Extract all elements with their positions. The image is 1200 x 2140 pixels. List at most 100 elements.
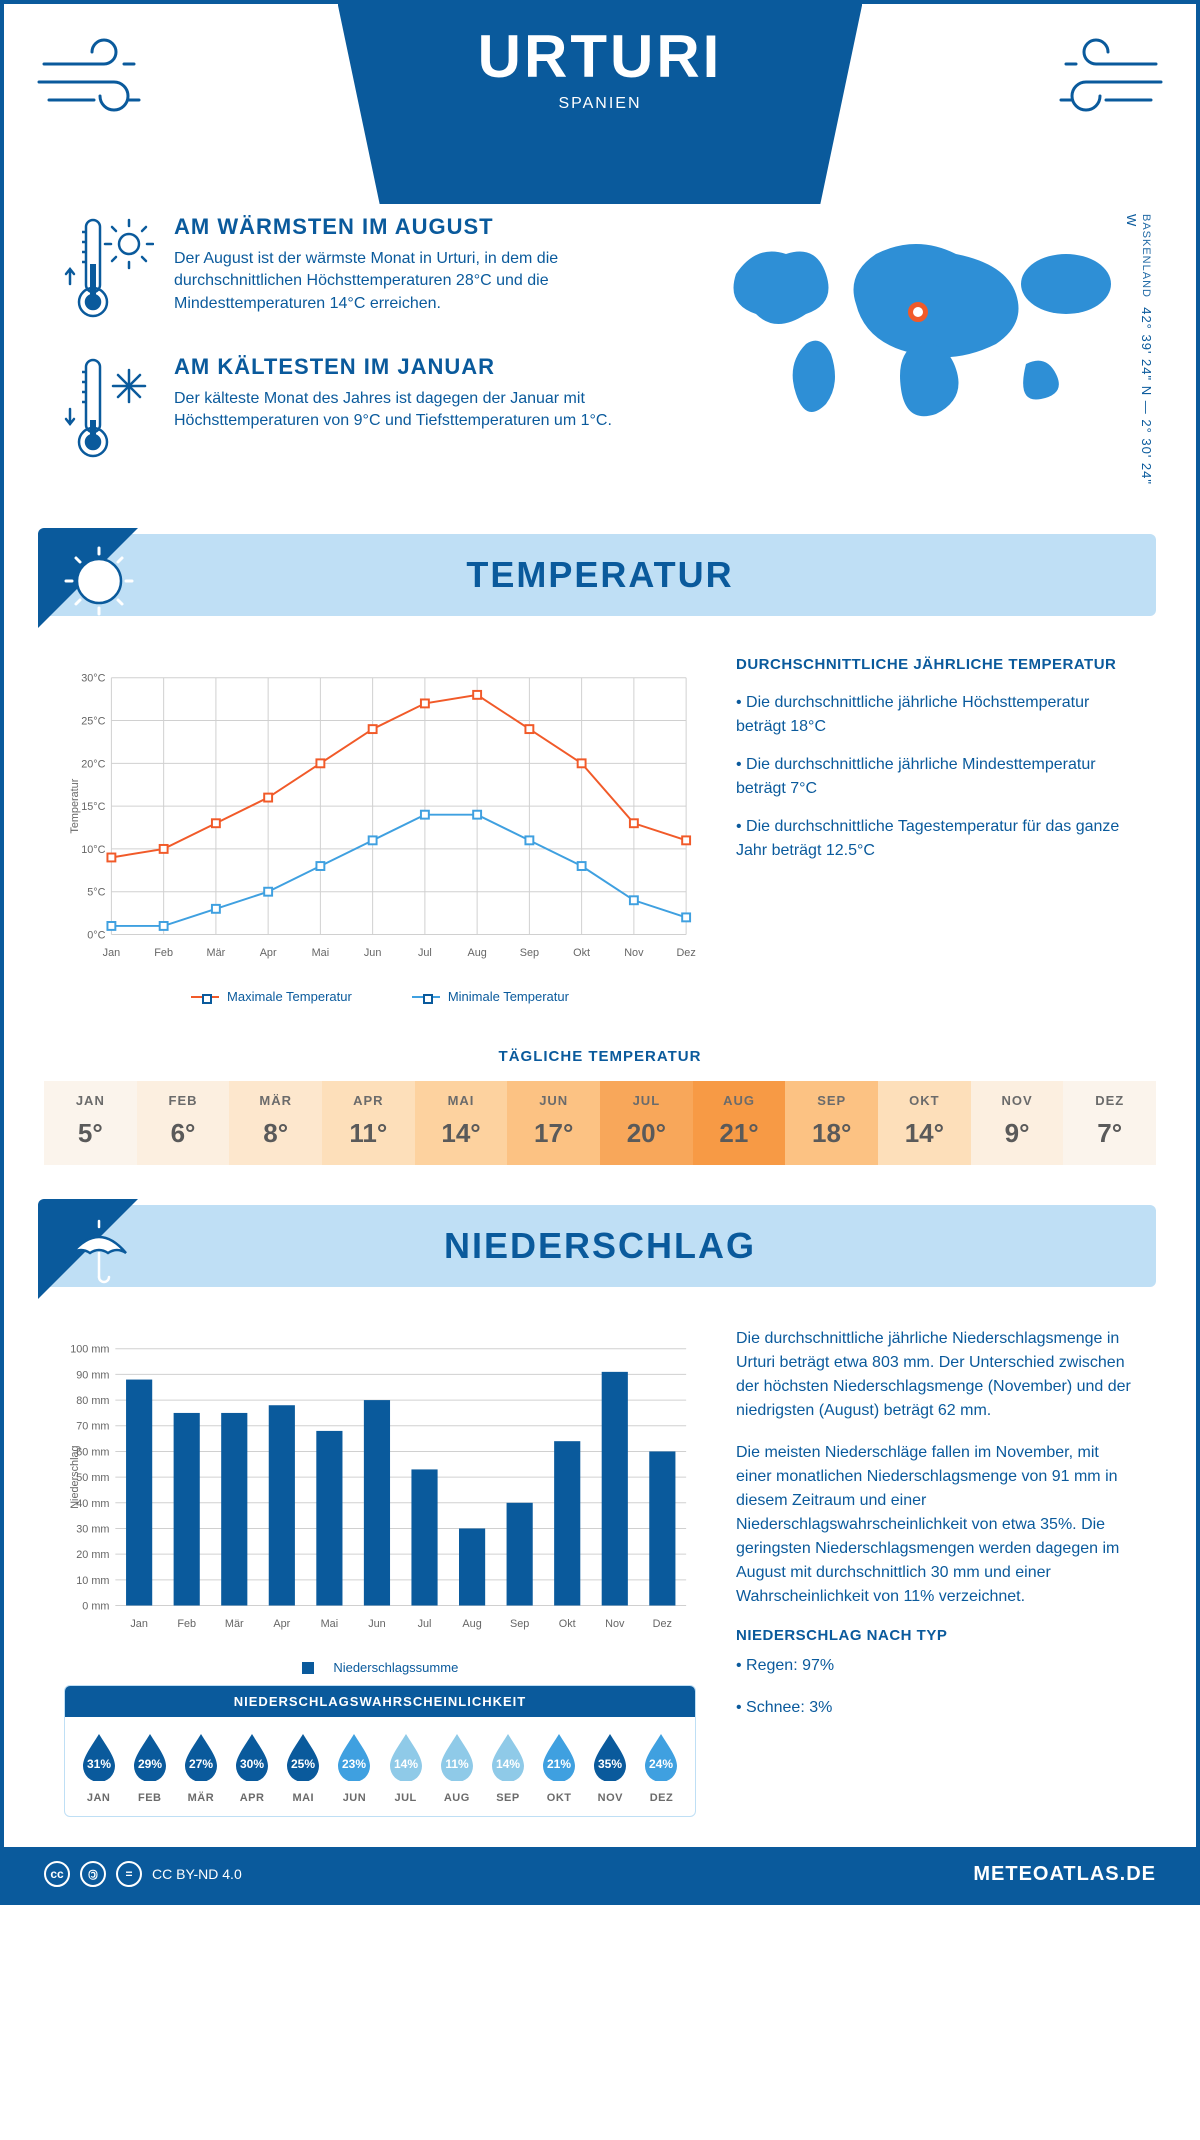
header: URTURI SPANIEN: [4, 4, 1196, 204]
svg-text:Sep: Sep: [510, 1618, 529, 1630]
svg-text:20°C: 20°C: [81, 758, 105, 770]
daily-temp-cell: JUL20°: [600, 1081, 693, 1165]
svg-text:Nov: Nov: [605, 1618, 625, 1630]
probability-cell: 27% MÄR: [175, 1731, 226, 1804]
drop-icon: 25%: [283, 1731, 323, 1781]
svg-text:Mai: Mai: [312, 947, 330, 959]
probability-cell: 21% OKT: [534, 1731, 585, 1804]
temperature-heading: TEMPERATUR: [44, 554, 1156, 596]
precip-type-item: • Schnee: 3%: [736, 1696, 1136, 1720]
drop-icon: 11%: [437, 1731, 477, 1781]
drop-icon: 27%: [181, 1731, 221, 1781]
svg-text:Nov: Nov: [624, 947, 644, 959]
svg-text:50 mm: 50 mm: [76, 1472, 109, 1484]
svg-text:70 mm: 70 mm: [76, 1421, 109, 1433]
map-svg: [716, 214, 1136, 434]
probability-cell: 29% FEB: [124, 1731, 175, 1804]
wind-icon: [1046, 34, 1166, 134]
daily-temp-cell: OKT14°: [878, 1081, 971, 1165]
svg-text:20 mm: 20 mm: [76, 1549, 109, 1561]
map-pin-icon: [908, 302, 928, 322]
probability-cell: 35% NOV: [585, 1731, 636, 1804]
svg-text:Mär: Mär: [225, 1618, 244, 1630]
daily-temp-cell: AUG21°: [693, 1081, 786, 1165]
svg-text:30°C: 30°C: [81, 673, 105, 685]
precipitation-legend: Niederschlagssumme: [64, 1660, 696, 1675]
probability-cell: 11% AUG: [431, 1731, 482, 1804]
site-name: METEOATLAS.DE: [973, 1863, 1156, 1886]
svg-text:Okt: Okt: [573, 947, 590, 959]
precipitation-heading: NIEDERSCHLAG: [44, 1225, 1156, 1267]
title-banner: URTURI SPANIEN: [338, 4, 863, 204]
by-icon: 🄯: [80, 1861, 106, 1887]
svg-text:Jan: Jan: [103, 947, 121, 959]
daily-temp-cell: SEP18°: [785, 1081, 878, 1165]
drop-icon: 31%: [79, 1731, 119, 1781]
probability-cell: 30% APR: [227, 1731, 278, 1804]
svg-text:0 mm: 0 mm: [82, 1600, 109, 1612]
svg-text:Mai: Mai: [321, 1618, 339, 1630]
coldest-text: Der kälteste Monat des Jahres ist dagege…: [174, 388, 676, 433]
svg-text:Feb: Feb: [154, 947, 173, 959]
svg-text:11%: 11%: [445, 1757, 469, 1771]
svg-text:30 mm: 30 mm: [76, 1523, 109, 1535]
svg-text:100 mm: 100 mm: [70, 1344, 109, 1356]
svg-text:10°C: 10°C: [81, 844, 105, 856]
temperature-chart: 0°C5°C10°C15°C20°C25°C30°CJanFebMärAprMa…: [64, 656, 696, 976]
coldest-block: AM KÄLTESTEN IM JANUAR Der kälteste Mona…: [64, 354, 676, 464]
umbrella-icon: [62, 1215, 137, 1290]
footer: cc 🄯 = CC BY-ND 4.0 METEOATLAS.DE: [4, 1847, 1196, 1901]
page-subtitle: SPANIEN: [478, 95, 723, 113]
svg-text:5°C: 5°C: [87, 887, 105, 899]
cc-icon: cc: [44, 1861, 70, 1887]
svg-text:Okt: Okt: [559, 1618, 576, 1630]
probability-cell: 14% SEP: [482, 1731, 533, 1804]
daily-temp-cell: JUN17°: [507, 1081, 600, 1165]
svg-text:Apr: Apr: [273, 1618, 290, 1630]
daily-temp-cell: NOV9°: [971, 1081, 1064, 1165]
daily-temp-strip: JAN5°FEB6°MÄR8°APR11°MAI14°JUN17°JUL20°A…: [44, 1081, 1156, 1165]
temp-side-title: DURCHSCHNITTLICHE JÄHRLICHE TEMPERATUR: [736, 656, 1136, 673]
daily-temp-cell: FEB6°: [137, 1081, 230, 1165]
drop-icon: 29%: [130, 1731, 170, 1781]
sun-icon: [62, 544, 137, 619]
svg-text:0°C: 0°C: [87, 929, 105, 941]
drop-icon: 30%: [232, 1731, 272, 1781]
daily-temp-cell: MÄR8°: [229, 1081, 322, 1165]
probability-cell: 14% JUL: [380, 1731, 431, 1804]
temp-side-bullet: • Die durchschnittliche Tagestemperatur …: [736, 815, 1136, 863]
svg-text:40 mm: 40 mm: [76, 1498, 109, 1510]
precipitation-chart: 0 mm10 mm20 mm30 mm40 mm50 mm60 mm70 mm8…: [64, 1327, 696, 1647]
probability-title: NIEDERSCHLAGSWAHRSCHEINLICHKEIT: [65, 1686, 695, 1717]
svg-text:27%: 27%: [189, 1757, 213, 1771]
drop-icon: 21%: [539, 1731, 579, 1781]
svg-text:Jan: Jan: [130, 1618, 148, 1630]
svg-text:24%: 24%: [649, 1757, 673, 1771]
probability-cell: 31% JAN: [73, 1731, 124, 1804]
svg-text:Feb: Feb: [177, 1618, 196, 1630]
precip-type-item: • Regen: 97%: [736, 1654, 1136, 1678]
warmest-block: AM WÄRMSTEN IM AUGUST Der August ist der…: [64, 214, 676, 324]
svg-text:Temperatur: Temperatur: [69, 778, 81, 833]
thermometer-sun-icon: [64, 214, 154, 324]
svg-text:Mär: Mär: [207, 947, 226, 959]
svg-text:Aug: Aug: [467, 947, 486, 959]
page-title: URTURI: [478, 22, 723, 91]
daily-temp-cell: MAI14°: [415, 1081, 508, 1165]
world-map: BASKENLAND 42° 39' 24" N — 2° 30' 24" W: [716, 214, 1136, 494]
probability-cell: 24% DEZ: [636, 1731, 687, 1804]
drop-icon: 35%: [590, 1731, 630, 1781]
svg-text:Jul: Jul: [418, 1618, 432, 1630]
svg-text:Jun: Jun: [364, 947, 382, 959]
nd-icon: =: [116, 1861, 142, 1887]
license-text: CC BY-ND 4.0: [152, 1866, 242, 1882]
daily-temp-cell: DEZ7°: [1063, 1081, 1156, 1165]
svg-text:31%: 31%: [87, 1757, 111, 1771]
svg-text:Apr: Apr: [260, 947, 277, 959]
precip-paragraph: Die meisten Niederschläge fallen im Nove…: [736, 1441, 1136, 1609]
svg-text:29%: 29%: [138, 1757, 162, 1771]
svg-text:60 mm: 60 mm: [76, 1446, 109, 1458]
svg-text:Dez: Dez: [653, 1618, 672, 1630]
probability-cell: 25% MAI: [278, 1731, 329, 1804]
probability-box: NIEDERSCHLAGSWAHRSCHEINLICHKEIT 31% JAN …: [64, 1685, 696, 1817]
